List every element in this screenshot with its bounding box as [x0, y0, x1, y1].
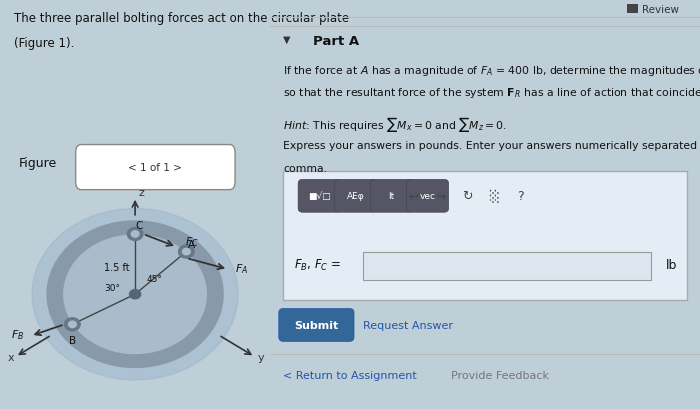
Circle shape — [32, 209, 238, 380]
Text: y: y — [258, 352, 265, 362]
Text: ↪: ↪ — [435, 190, 446, 203]
Text: ↻: ↻ — [462, 190, 472, 203]
Text: so that the resultant force of the system $\mathbf{F}_R$ has a line of action th: so that the resultant force of the syste… — [283, 86, 700, 100]
FancyBboxPatch shape — [283, 172, 687, 301]
Text: Provide Feedback: Provide Feedback — [451, 370, 549, 380]
Text: ░: ░ — [489, 190, 498, 203]
Text: ↩: ↩ — [408, 190, 419, 203]
FancyBboxPatch shape — [363, 252, 650, 280]
Circle shape — [47, 221, 223, 368]
Text: Submit: Submit — [294, 320, 338, 330]
FancyBboxPatch shape — [627, 5, 638, 14]
Circle shape — [130, 290, 141, 299]
Circle shape — [127, 228, 143, 241]
Text: ?: ? — [517, 190, 524, 203]
Circle shape — [178, 245, 194, 258]
Text: Part A: Part A — [313, 35, 359, 48]
Text: $F_B$: $F_B$ — [11, 328, 25, 341]
FancyBboxPatch shape — [334, 180, 377, 213]
Text: A: A — [188, 239, 195, 249]
Text: B: B — [69, 335, 76, 345]
Text: $\it{Hint}$: This requires $\sum M_x = 0$ and $\sum M_z = 0$.: $\it{Hint}$: This requires $\sum M_x = 0… — [283, 115, 508, 133]
FancyBboxPatch shape — [370, 180, 412, 213]
Text: If the force at $A$ has a magnitude of $F_A$ = 400 lb, determine the magnitudes : If the force at $A$ has a magnitude of $… — [283, 63, 700, 77]
Text: lb: lb — [666, 258, 677, 271]
Text: AEφ: AEφ — [346, 192, 364, 201]
Text: Express your answers in pounds. Enter your answers numerically separated by a: Express your answers in pounds. Enter yo… — [283, 141, 700, 151]
Text: $F_A$: $F_A$ — [235, 261, 248, 275]
Text: Review: Review — [642, 5, 679, 15]
Text: 30°: 30° — [104, 283, 120, 292]
Text: The three parallel bolting forces act on the circular plate: The three parallel bolting forces act on… — [13, 12, 349, 25]
Circle shape — [64, 318, 81, 331]
FancyBboxPatch shape — [407, 180, 449, 213]
Text: Figure: Figure — [19, 157, 57, 170]
Text: $F_B$, $F_C$ =: $F_B$, $F_C$ = — [294, 257, 342, 272]
FancyBboxPatch shape — [279, 309, 354, 342]
Circle shape — [69, 321, 76, 328]
Text: $F_C$: $F_C$ — [186, 235, 199, 248]
FancyBboxPatch shape — [76, 145, 235, 190]
Text: 45°: 45° — [146, 274, 162, 283]
Text: ▼: ▼ — [283, 35, 290, 45]
Text: Request Answer: Request Answer — [363, 320, 453, 330]
Circle shape — [64, 235, 206, 354]
Text: < 1 of 1 >: < 1 of 1 > — [128, 163, 182, 173]
Text: < Return to Assignment: < Return to Assignment — [283, 370, 416, 380]
Text: (Figure 1).: (Figure 1). — [13, 37, 74, 50]
Text: comma.: comma. — [283, 164, 327, 173]
Text: It: It — [389, 192, 395, 201]
Text: x: x — [8, 352, 15, 362]
Text: 1.5 ft: 1.5 ft — [104, 263, 130, 272]
Circle shape — [183, 249, 190, 255]
Text: C: C — [136, 221, 144, 231]
FancyBboxPatch shape — [298, 180, 340, 213]
Text: z: z — [139, 187, 145, 197]
Circle shape — [131, 231, 139, 238]
Text: ■√□: ■√□ — [308, 192, 330, 201]
Text: vec: vec — [419, 192, 435, 201]
